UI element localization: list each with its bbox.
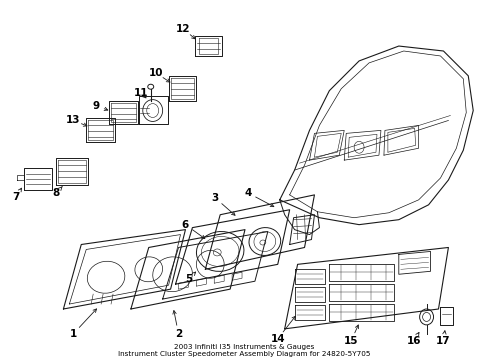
Text: 14: 14 xyxy=(270,334,285,344)
Text: 1: 1 xyxy=(70,329,77,339)
Text: 15: 15 xyxy=(343,336,358,346)
Text: 7: 7 xyxy=(12,192,20,202)
Text: 17: 17 xyxy=(435,336,450,346)
Text: 11: 11 xyxy=(133,88,148,98)
Text: 2003 Infiniti I35 Instruments & Gauges
Instrument Cluster Speedometer Assembly D: 2003 Infiniti I35 Instruments & Gauges I… xyxy=(118,344,369,357)
Text: 16: 16 xyxy=(406,336,420,346)
Text: 10: 10 xyxy=(148,68,163,78)
Text: 13: 13 xyxy=(66,116,81,126)
Text: 2: 2 xyxy=(175,329,182,339)
Text: 9: 9 xyxy=(92,100,100,111)
Text: 5: 5 xyxy=(184,274,192,284)
Text: 6: 6 xyxy=(182,220,189,230)
Text: 4: 4 xyxy=(244,188,251,198)
Text: 8: 8 xyxy=(53,188,60,198)
Text: 12: 12 xyxy=(176,24,190,34)
Text: 3: 3 xyxy=(211,193,219,203)
